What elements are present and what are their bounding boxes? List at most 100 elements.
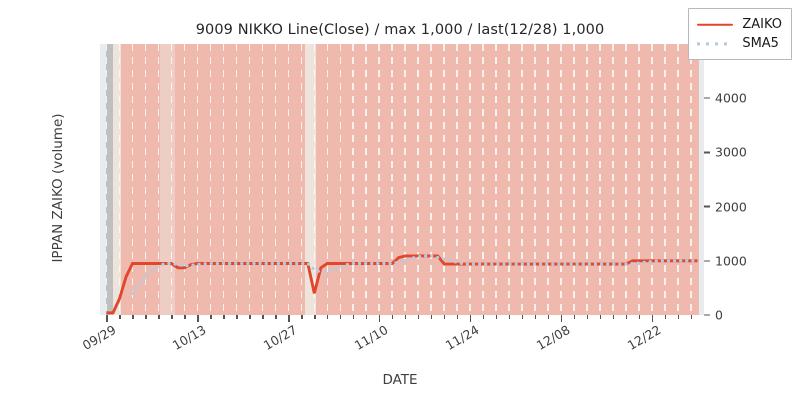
- legend-item: SMA5: [697, 34, 782, 53]
- x-axis-minor-tick: [132, 315, 134, 319]
- gridline: [300, 44, 303, 315]
- x-axis-minor-tick: [509, 315, 511, 319]
- gridline: [261, 44, 264, 315]
- x-axis-tick-label: 12/08: [533, 322, 573, 354]
- x-axis-major-tick: [288, 315, 290, 322]
- y-axis-title: IPPAN ZAIKO (volume): [50, 113, 66, 263]
- x-axis-minor-tick: [236, 315, 238, 319]
- x-axis-minor-tick: [145, 315, 147, 319]
- gridline: [599, 44, 601, 315]
- x-axis-minor-tick: [600, 315, 602, 319]
- x-axis-minor-tick: [275, 315, 277, 319]
- x-axis-minor-tick: [405, 315, 407, 319]
- y-tick-text: 4000: [715, 90, 747, 106]
- y-axis-tick-label: 2000: [704, 199, 747, 214]
- x-axis-minor-tick: [691, 315, 693, 319]
- gridline: [248, 44, 251, 315]
- x-axis-tick-label: 09/29: [79, 322, 118, 354]
- gridline: [508, 44, 510, 315]
- series-svg: [106, 254, 700, 315]
- x-axis-tick-label: 12/22: [624, 322, 664, 354]
- x-axis-minor-tick: [613, 315, 615, 319]
- gridline: [690, 44, 692, 315]
- gridline: [560, 44, 562, 315]
- gridline: [573, 44, 575, 315]
- x-axis-tick-label: 10/27: [261, 322, 300, 354]
- y-tick-mark: [704, 205, 710, 208]
- gridline: [404, 44, 407, 315]
- x-axis-minor-tick: [678, 315, 680, 319]
- x-axis-major-tick: [379, 315, 381, 322]
- gridline: [222, 44, 225, 315]
- gridline: [534, 44, 536, 315]
- gridline: [339, 44, 342, 315]
- background-band: [105, 44, 113, 315]
- y-tick-text: 1000: [715, 253, 747, 269]
- legend-line-swatch: [697, 38, 734, 50]
- x-axis-minor-tick: [301, 315, 303, 319]
- x-axis-minor-tick: [119, 315, 121, 319]
- x-axis-minor-tick: [665, 315, 667, 319]
- x-axis-major-tick: [470, 315, 472, 322]
- chart-title: 9009 NIKKO Line(Close) / max 1,000 / las…: [195, 22, 605, 38]
- gridline: [378, 44, 381, 315]
- gridline: [235, 44, 238, 315]
- x-axis-minor-tick: [535, 315, 537, 319]
- x-axis-minor-tick: [314, 315, 316, 319]
- y-tick-text: 0: [715, 307, 723, 323]
- legend-item: ZAIKO: [697, 15, 782, 34]
- legend-label: ZAIKO: [742, 17, 782, 32]
- x-axis-major-tick: [106, 315, 108, 322]
- y-axis: 010002000300040005000: [704, 37, 800, 323]
- gridline: [144, 44, 147, 315]
- y-tick-mark: [704, 151, 710, 154]
- x-axis-major-tick: [197, 315, 199, 322]
- y-tick-mark: [704, 260, 710, 262]
- series-layer: [100, 44, 704, 315]
- gridline: [209, 44, 212, 315]
- x-axis-minor-tick: [626, 315, 628, 319]
- x-axis-minor-tick: [366, 315, 368, 319]
- x-axis-minor-tick: [327, 315, 329, 319]
- x-axis-minor-tick: [340, 315, 342, 319]
- gridline: [170, 44, 173, 315]
- legend-line-glyph: [697, 23, 734, 26]
- background-band: [304, 44, 317, 315]
- gridline: [131, 44, 134, 315]
- gridline: [547, 44, 549, 315]
- x-axis-tick-label: 11/10: [352, 322, 391, 354]
- gridline: [365, 44, 368, 315]
- gridline: [105, 44, 108, 315]
- gridline: [443, 44, 445, 315]
- y-axis-tick-label: 1000: [704, 253, 747, 268]
- x-axis-minor-tick: [249, 315, 251, 319]
- x-axis-major-tick: [652, 315, 654, 322]
- gridline: [157, 44, 160, 315]
- gridline: [326, 44, 329, 315]
- gridline: [638, 44, 640, 315]
- x-axis-minor-tick: [496, 315, 498, 319]
- gridline: [196, 44, 199, 315]
- x-axis-tick-label: 10/13: [170, 322, 209, 354]
- gridline: [417, 44, 420, 315]
- x-axis-tick-label: 11/24: [442, 322, 482, 354]
- gridline: [625, 44, 627, 315]
- gridline: [456, 44, 458, 315]
- y-axis-tick-label: 0: [704, 308, 723, 323]
- x-axis-minor-tick: [522, 315, 524, 319]
- x-axis-minor-tick: [158, 315, 160, 319]
- x-axis-minor-tick: [444, 315, 446, 319]
- x-axis-title: DATE: [382, 372, 418, 388]
- legend-line-swatch: [697, 19, 734, 31]
- vertical-gridlines: [100, 44, 704, 315]
- y-tick-text: 3000: [715, 144, 747, 160]
- x-axis-minor-tick: [418, 315, 420, 319]
- gridline: [430, 44, 433, 315]
- gridline: [469, 44, 471, 315]
- x-axis-minor-tick: [431, 315, 433, 319]
- x-axis-minor-tick: [353, 315, 355, 319]
- x-axis-minor-tick: [639, 315, 641, 319]
- gridline: [118, 44, 121, 315]
- gridline: [313, 44, 316, 315]
